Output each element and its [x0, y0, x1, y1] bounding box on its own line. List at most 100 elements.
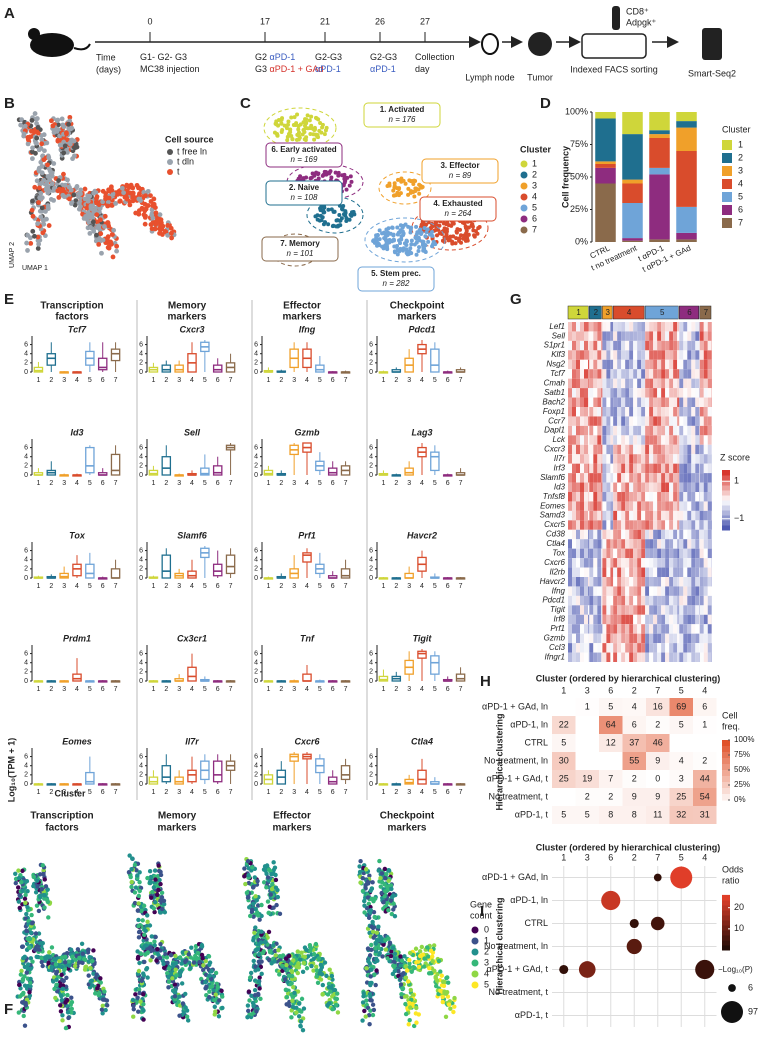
- heatmap-cell: [589, 633, 594, 644]
- cluster-id: 1: [576, 308, 581, 317]
- umap-dot: [408, 987, 414, 993]
- umap-dot: [266, 867, 272, 872]
- heatmap-cell: [606, 340, 611, 351]
- box: [97, 357, 108, 371]
- x-tick-label: 7: [229, 480, 233, 487]
- legend-label: 6: [738, 204, 743, 214]
- x-tick-label: 7: [114, 789, 118, 796]
- umap-dot: [135, 956, 141, 961]
- heatmap-cell: [580, 539, 584, 549]
- heatmap-cell: [580, 407, 584, 417]
- umap-dot: [16, 885, 21, 890]
- heatmap-cell: [572, 369, 576, 379]
- umap-dot: [152, 909, 157, 915]
- heatmap-cell: [610, 369, 614, 379]
- heatmap-cell: [593, 322, 598, 332]
- heatmap-cell: [589, 482, 594, 492]
- y-tick-label: 4: [24, 351, 28, 358]
- heatmap-cell: [602, 388, 607, 398]
- umap-dot: [253, 894, 258, 899]
- umap-dot: [78, 187, 84, 193]
- umap-dot: [61, 194, 67, 200]
- umap-dot: [249, 993, 254, 999]
- umap-dot: [427, 966, 432, 971]
- umap-dot: [283, 987, 289, 993]
- cluster-label-box: [261, 236, 339, 262]
- heatmap-cell: [593, 605, 598, 615]
- umap-dot: [29, 117, 35, 123]
- heatmap-cell: [568, 520, 572, 530]
- x-tick-label: 3: [407, 686, 411, 693]
- umap-dot: [373, 941, 378, 946]
- umap-dot: [293, 122, 298, 127]
- umap-dot: [80, 951, 86, 957]
- heatmap-cell: [593, 435, 598, 445]
- x-tick-label: 7: [459, 583, 463, 590]
- box: [417, 769, 427, 785]
- x-tick-label: 5: [203, 789, 207, 796]
- umap-dot: [401, 971, 406, 976]
- umap-dot: [279, 130, 284, 135]
- heatmap-cell: [602, 359, 607, 370]
- umap-dot: [256, 952, 262, 957]
- y-tick-label: 6: [139, 547, 143, 554]
- heatmap-cell: [589, 378, 594, 389]
- heatmap-cell: [568, 463, 572, 474]
- umap-dot: [423, 234, 428, 239]
- umap-dot: [269, 871, 274, 877]
- y-tick-label: 0%: [575, 236, 588, 246]
- umap-dot: [16, 1010, 21, 1015]
- x-tick-label: 4: [305, 377, 309, 384]
- umap-dot: [245, 895, 251, 900]
- umap-dot: [151, 885, 157, 890]
- umap-dot: [62, 182, 68, 188]
- umap-dot: [414, 1005, 419, 1011]
- y-tick-label: 0: [254, 472, 258, 479]
- heatmap-cell: [602, 577, 607, 587]
- umap-dot: [136, 893, 142, 899]
- group-header: Memory: [168, 301, 207, 312]
- heatmap-cell: [597, 520, 602, 530]
- heatmap-cell: [580, 586, 584, 596]
- umap-dot: [392, 956, 398, 961]
- heatmap-cell: [584, 529, 588, 540]
- heatmap-cell: [613, 510, 618, 521]
- heatmap-cell: [606, 539, 611, 549]
- umap-dot: [186, 952, 192, 957]
- umap-dot: [145, 913, 150, 918]
- x-tick-label: 4: [420, 583, 424, 590]
- heatmap-cell: [589, 407, 594, 417]
- x-tick-label: 2: [394, 686, 398, 693]
- heatmap-cell: [593, 444, 598, 455]
- umap-dot: [48, 197, 54, 202]
- umap-dot: [446, 980, 451, 985]
- umap-dot: [96, 223, 102, 229]
- legend-dot: [167, 159, 173, 165]
- umap-dot: [374, 239, 379, 244]
- umap-dot: [63, 954, 68, 960]
- x-tick-label: 6: [216, 377, 220, 384]
- heatmap-cell: [589, 473, 594, 483]
- umap-dot: [148, 193, 153, 199]
- umap-dot: [136, 929, 142, 935]
- umap-dot: [100, 199, 106, 205]
- umap-dot: [141, 1017, 146, 1022]
- heatmap-cell: [602, 558, 607, 568]
- umap-dot: [52, 185, 58, 191]
- y-tick-label: 4: [24, 660, 28, 667]
- heatmap-cell: [606, 435, 611, 445]
- umap-dot: [152, 868, 158, 873]
- x-tick-label: 4: [190, 686, 194, 693]
- x-tick-label: 4: [420, 480, 424, 487]
- umap-dot: [413, 1011, 419, 1016]
- y-tick-label: 0: [369, 678, 373, 685]
- heatmap-cell: [601, 359, 603, 370]
- y-tick-label: 0: [139, 781, 143, 788]
- x-tick-label: 2: [49, 480, 53, 487]
- umap-dot: [407, 950, 413, 956]
- umap-dot: [423, 243, 428, 248]
- umap-dot: [273, 953, 278, 958]
- umap-dot: [128, 874, 133, 880]
- umap-dot: [409, 969, 414, 974]
- legend-dot: [471, 937, 479, 945]
